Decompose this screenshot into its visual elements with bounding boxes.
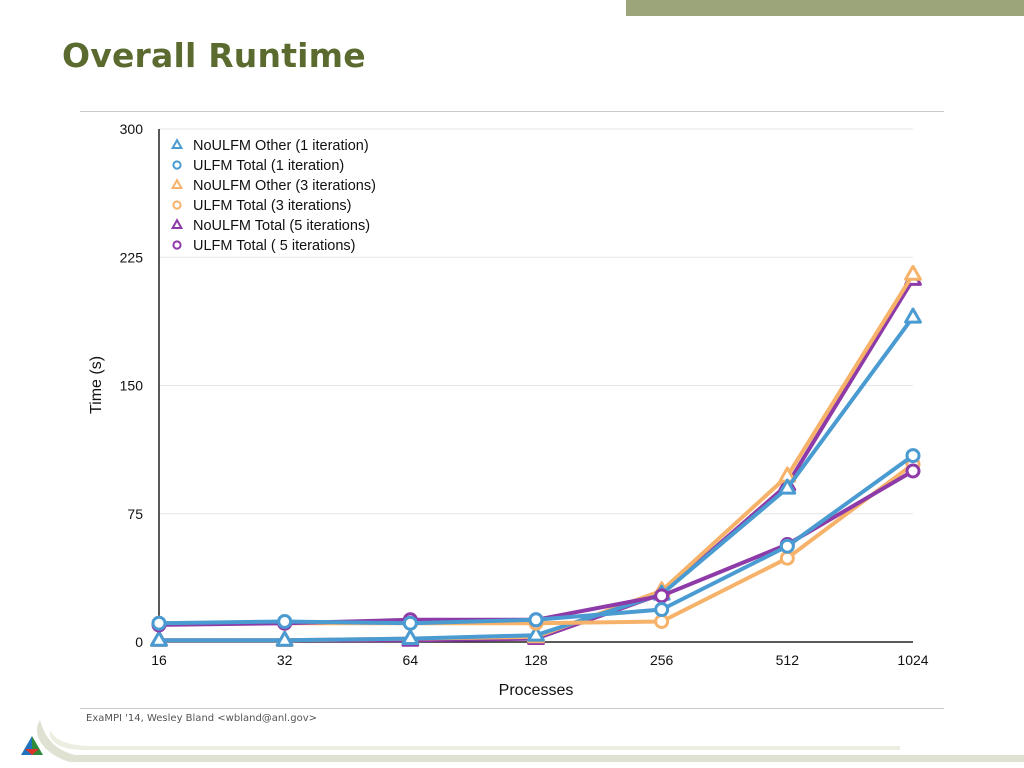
legend-item: NoULFM Other (3 iterations) <box>170 178 376 194</box>
x-tick-label: 1024 <box>897 652 928 668</box>
data-point <box>401 629 420 645</box>
legend-label: NoULFM Other (1 iteration) <box>193 138 369 154</box>
x-tick-label: 16 <box>151 652 167 668</box>
y-tick-label: 225 <box>120 249 144 265</box>
x-tick-label: 64 <box>403 652 419 668</box>
series-line <box>157 277 915 643</box>
x-tick-label: 128 <box>524 652 548 668</box>
legend-item: NoULFM Total (5 iterations) <box>170 218 370 234</box>
legend-marker-triangle <box>170 138 184 149</box>
series-line <box>157 272 915 643</box>
argonne-logo-icon <box>21 736 43 755</box>
data-point <box>654 602 670 618</box>
x-axis-label: Processes <box>499 682 574 699</box>
data-point <box>654 613 670 629</box>
legend-item: ULFM Total (3 iterations) <box>172 198 351 214</box>
data-point <box>904 264 922 281</box>
y-tick-label: 75 <box>127 506 143 522</box>
legend-marker-triangle <box>170 218 184 229</box>
data-point <box>151 615 167 631</box>
data-point <box>779 538 795 554</box>
chart-legend: NoULFM Other (1 iteration) ULFM Total (1 … <box>170 138 376 254</box>
series-line <box>157 462 915 626</box>
legend-marker-circle <box>172 240 182 250</box>
x-tick-label: 32 <box>277 652 293 668</box>
series <box>151 456 921 631</box>
slide-title: Overall Runtime <box>62 36 366 75</box>
footer-divider <box>80 708 944 709</box>
legend-label: ULFM Total ( 5 iterations) <box>193 238 356 254</box>
data-point <box>402 615 418 631</box>
data-point <box>905 448 921 464</box>
data-series <box>150 264 922 647</box>
data-point <box>904 307 922 324</box>
data-point <box>654 588 670 604</box>
legend-item: ULFM Total (1 iteration) <box>172 158 344 174</box>
series <box>150 270 922 647</box>
x-tick-label: 256 <box>650 652 674 668</box>
header-divider <box>80 111 944 112</box>
series-line <box>157 315 915 643</box>
footer-swoosh <box>36 720 1024 762</box>
y-axis-label: Time (s) <box>88 356 105 414</box>
legend-marker-circle <box>172 200 182 210</box>
runtime-line-chart: 0 75 150 225 300 16 32 64 128 256 512 1024 NoULFM O… <box>88 121 929 699</box>
legend-marker-triangle <box>170 178 184 189</box>
data-point <box>527 625 545 642</box>
tick-labels: 0 75 150 225 300 16 32 64 128 256 512 1024 <box>120 121 929 668</box>
legend-item: NoULFM Other (1 iteration) <box>170 138 369 154</box>
data-point <box>778 478 797 495</box>
footer-text: ExaMPI '14, Wesley Bland <wbland@anl.gov… <box>86 713 317 724</box>
series <box>151 448 921 631</box>
series-line <box>157 453 915 626</box>
legend-label: ULFM Total (1 iteration) <box>193 158 344 174</box>
data-point <box>905 463 921 479</box>
data-point <box>528 612 544 628</box>
data-point <box>150 630 168 647</box>
header-accent-bar <box>626 0 1024 16</box>
legend-label: NoULFM Total (5 iterations) <box>193 218 370 234</box>
legend-marker-circle <box>172 160 182 170</box>
data-point <box>275 630 294 647</box>
legend-label: ULFM Total (3 iterations) <box>193 198 351 214</box>
y-tick-label: 300 <box>120 121 144 137</box>
data-point <box>277 613 293 629</box>
gridlines <box>159 128 913 515</box>
data-point <box>779 550 795 566</box>
legend-item: ULFM Total ( 5 iterations) <box>172 238 356 254</box>
y-tick-label: 150 <box>120 378 144 394</box>
series <box>150 307 922 647</box>
y-tick-label: 0 <box>135 634 143 650</box>
legend-label: NoULFM Other (3 iterations) <box>193 178 376 194</box>
x-tick-label: 512 <box>776 652 800 668</box>
